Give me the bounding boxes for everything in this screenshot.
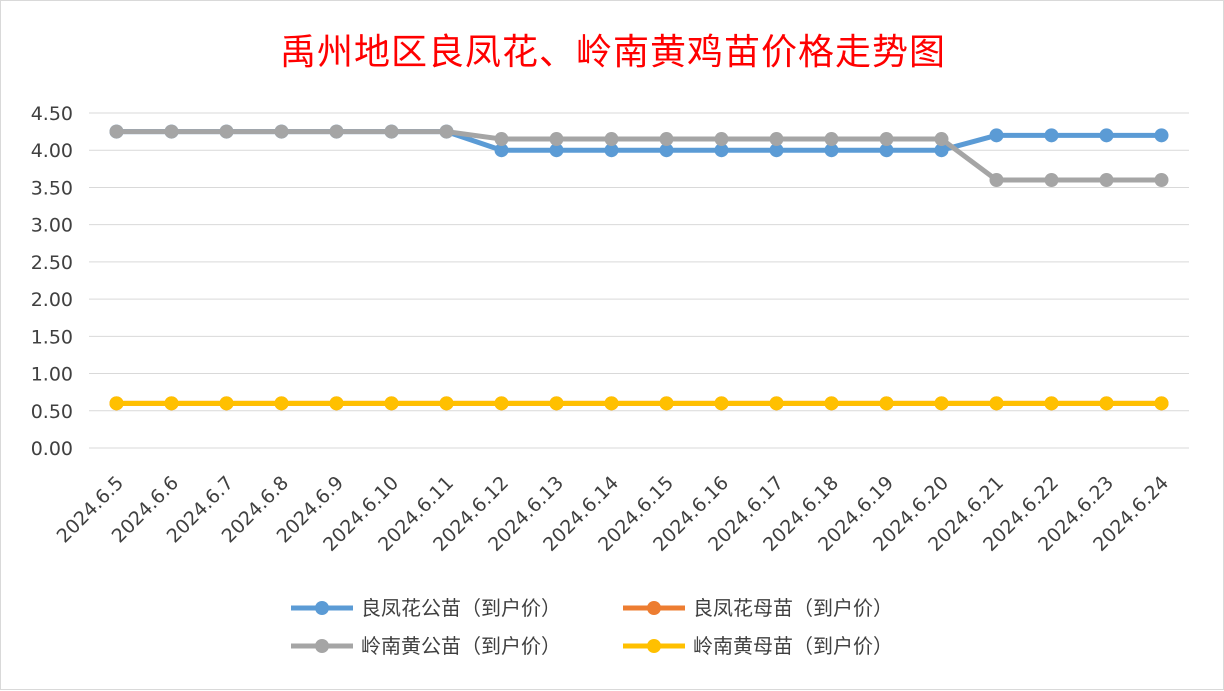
data-point bbox=[549, 143, 564, 158]
data-point bbox=[494, 396, 509, 411]
data-point bbox=[1154, 128, 1169, 143]
legend: 良凤花公苗（到户价） 良凤花母苗（到户价） 岭南黄公苗（到户价） 岭南黄母苗（到户价） bbox=[291, 596, 893, 658]
data-point bbox=[329, 124, 344, 139]
data-point bbox=[1154, 173, 1169, 187]
y-tick-label: 1.00 bbox=[31, 364, 73, 386]
y-tick-label: 2.00 bbox=[31, 289, 73, 311]
y-tick-label: 0.00 bbox=[31, 438, 73, 460]
data-point bbox=[934, 132, 949, 147]
y-tick-label: 4.00 bbox=[31, 140, 73, 162]
data-point bbox=[714, 396, 729, 411]
x-axis-ticks: 2024.6.52024.6.62024.6.72024.6.82024.6.9… bbox=[53, 472, 1173, 556]
legend-marker bbox=[647, 601, 661, 615]
data-point bbox=[494, 132, 509, 147]
data-point bbox=[164, 124, 179, 139]
data-point bbox=[109, 124, 124, 139]
data-point bbox=[714, 143, 729, 158]
legend-item: 岭南黄母苗（到户价） bbox=[623, 634, 893, 658]
legend-item: 良凤花公苗（到户价） bbox=[291, 596, 561, 620]
data-point bbox=[384, 124, 399, 139]
y-tick-label: 2.50 bbox=[31, 252, 73, 274]
data-point bbox=[439, 396, 454, 411]
legend-item: 良凤花母苗（到户价） bbox=[623, 596, 893, 620]
data-point bbox=[494, 143, 509, 158]
y-tick-label: 0.50 bbox=[31, 401, 73, 423]
legend-label: 岭南黄母苗（到户价） bbox=[693, 634, 893, 658]
data-point bbox=[274, 396, 289, 411]
data-point bbox=[824, 143, 839, 158]
y-tick-label: 3.50 bbox=[31, 177, 73, 199]
data-point bbox=[1044, 396, 1059, 411]
data-point bbox=[934, 143, 949, 158]
legend-marker bbox=[315, 601, 329, 615]
data-point bbox=[1099, 128, 1114, 143]
data-point bbox=[219, 124, 234, 139]
data-point bbox=[1044, 128, 1059, 143]
series-lines bbox=[109, 124, 1169, 411]
data-point bbox=[824, 396, 839, 411]
data-point bbox=[384, 396, 399, 411]
series-3 bbox=[109, 124, 1169, 187]
data-point bbox=[549, 132, 564, 147]
data-point bbox=[769, 143, 784, 158]
data-point bbox=[714, 132, 729, 147]
data-point bbox=[824, 132, 839, 147]
legend-item: 岭南黄公苗（到户价） bbox=[291, 634, 561, 658]
y-tick-label: 3.00 bbox=[31, 215, 73, 237]
data-point bbox=[329, 396, 344, 411]
data-point bbox=[989, 128, 1004, 143]
data-point bbox=[989, 173, 1004, 187]
gridlines bbox=[89, 112, 1189, 449]
legend-marker bbox=[647, 639, 661, 653]
legend-label: 良凤花公苗（到户价） bbox=[361, 596, 561, 620]
legend-label: 岭南黄公苗（到户价） bbox=[361, 634, 561, 658]
data-point bbox=[989, 396, 1004, 411]
data-point bbox=[659, 143, 674, 158]
data-point bbox=[879, 396, 894, 411]
data-point bbox=[1044, 173, 1059, 187]
data-point bbox=[604, 132, 619, 147]
data-point bbox=[659, 132, 674, 147]
series-line bbox=[116, 129, 1162, 183]
y-tick-label: 1.50 bbox=[31, 326, 73, 348]
data-point bbox=[219, 396, 234, 411]
data-point bbox=[1099, 173, 1114, 187]
y-tick-label: 4.50 bbox=[31, 103, 73, 125]
data-point bbox=[164, 396, 179, 411]
data-point bbox=[604, 396, 619, 411]
legend-label: 良凤花母苗（到户价） bbox=[693, 596, 893, 620]
data-point bbox=[109, 396, 124, 411]
legend-marker bbox=[315, 639, 329, 653]
data-point bbox=[879, 143, 894, 158]
data-point bbox=[274, 124, 289, 139]
data-point bbox=[1099, 396, 1114, 411]
data-point bbox=[659, 396, 674, 411]
data-point bbox=[1154, 396, 1169, 411]
data-point bbox=[549, 396, 564, 411]
data-point bbox=[769, 396, 784, 411]
series-4 bbox=[109, 396, 1169, 411]
data-point bbox=[604, 143, 619, 158]
data-point bbox=[879, 132, 894, 147]
chart-title: 禹州地区良凤花、岭南黄鸡苗价格走势图 bbox=[279, 32, 946, 73]
data-point bbox=[439, 124, 454, 139]
data-point bbox=[934, 396, 949, 411]
y-axis-ticks: 0.00 0.50 1.00 1.50 2.00 2.50 3.00 3.50 4.00 4.50 bbox=[31, 103, 73, 460]
data-point bbox=[769, 132, 784, 147]
